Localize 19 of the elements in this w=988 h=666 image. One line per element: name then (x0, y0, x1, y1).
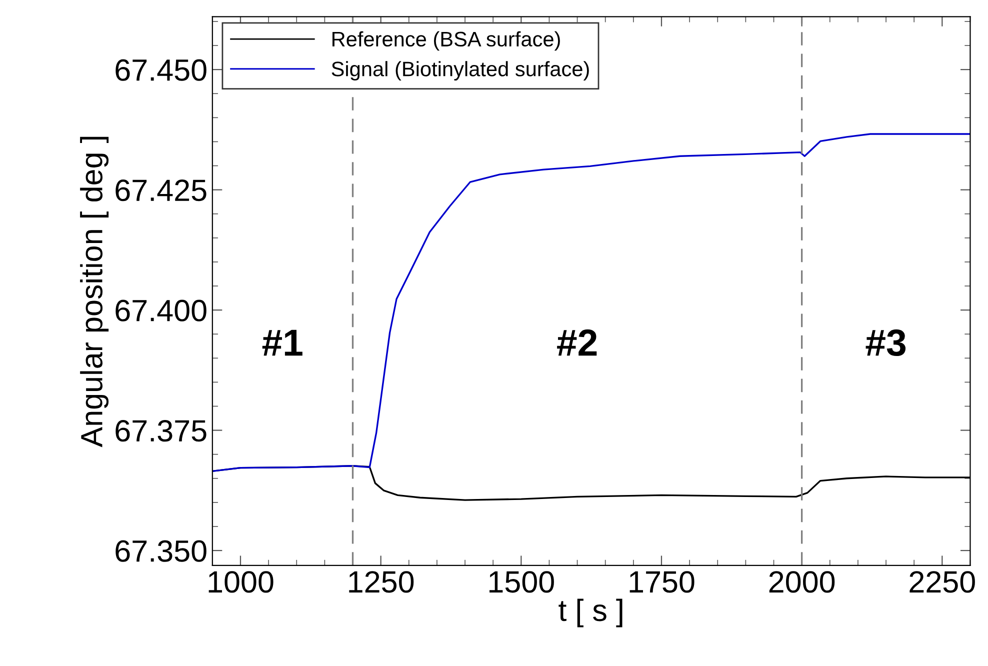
y-axis-title: Angular position [ deg ] (80, 136, 109, 448)
annotation: #1 (262, 330, 302, 356)
legend-label: Reference (BSA surface) (332, 31, 560, 51)
y-tick-label: 67.450 (116, 59, 206, 81)
x-tick-label: 2000 (769, 571, 835, 593)
y-tick-label: 67.425 (116, 180, 206, 202)
x-tick-label: 1000 (208, 571, 274, 593)
x-tick-label: 1500 (490, 571, 554, 593)
line-series (212, 133, 970, 472)
y-tick-label: 67.375 (116, 420, 206, 442)
x-tick-label: 1750 (630, 571, 694, 593)
y-tick-label: 67.400 (116, 300, 206, 322)
annotation: #3 (866, 329, 906, 356)
y-tick-label: 67.350 (116, 540, 206, 562)
x-tick-label: 1250 (349, 571, 414, 593)
annotation: #2 (557, 329, 597, 356)
x-axis-title: t [ s ] (558, 598, 622, 628)
x-tick-label: 2250 (910, 571, 975, 593)
legend-label: Signal (Biotinylated surface) (332, 61, 589, 80)
